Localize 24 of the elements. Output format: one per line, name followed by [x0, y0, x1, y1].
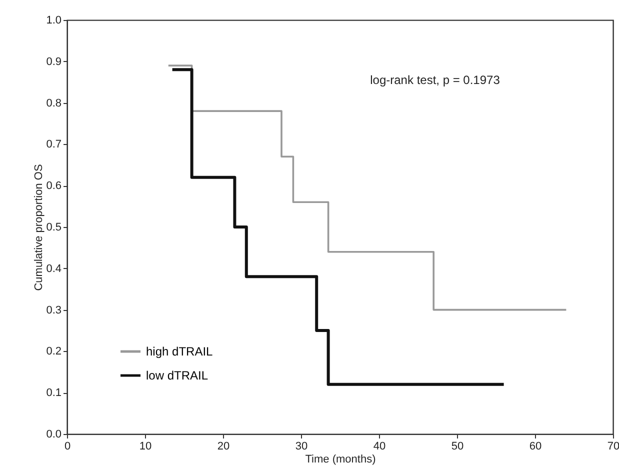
y-tick-label: 0.3	[46, 304, 62, 316]
y-tick-label: 0.5	[46, 222, 62, 234]
y-tick-label: 0.9	[46, 56, 62, 68]
y-tick-label: 0.6	[46, 180, 62, 192]
legend-label: low dTRAIL	[146, 368, 208, 382]
y-axis-title: Cumulative proportion OS	[33, 164, 46, 291]
x-tick-label: 30	[295, 440, 308, 452]
y-tick-label: 0.0	[46, 428, 62, 440]
x-tick-label: 60	[529, 440, 542, 452]
x-tick-label: 50	[451, 440, 464, 452]
y-tick-label: 0.4	[46, 262, 62, 275]
legend-label: high dTRAIL	[146, 344, 214, 358]
y-tick-label: 1.0	[46, 14, 62, 26]
annotation: log-rank test, p = 0.1973	[370, 73, 500, 88]
y-tick-label: 0.8	[46, 97, 62, 110]
x-tick-label: 20	[217, 440, 230, 452]
x-tick-label: 0	[64, 440, 71, 452]
x-tick-label: 10	[139, 440, 152, 452]
y-tick-label: 0.7	[46, 138, 62, 151]
x-axis-title: Time (months)	[305, 454, 376, 466]
x-tick-label: 40	[373, 440, 386, 452]
y-tick-label: 0.2	[46, 346, 62, 358]
x-tick-label: 70	[607, 440, 619, 452]
y-tick-label: 0.1	[46, 387, 62, 400]
